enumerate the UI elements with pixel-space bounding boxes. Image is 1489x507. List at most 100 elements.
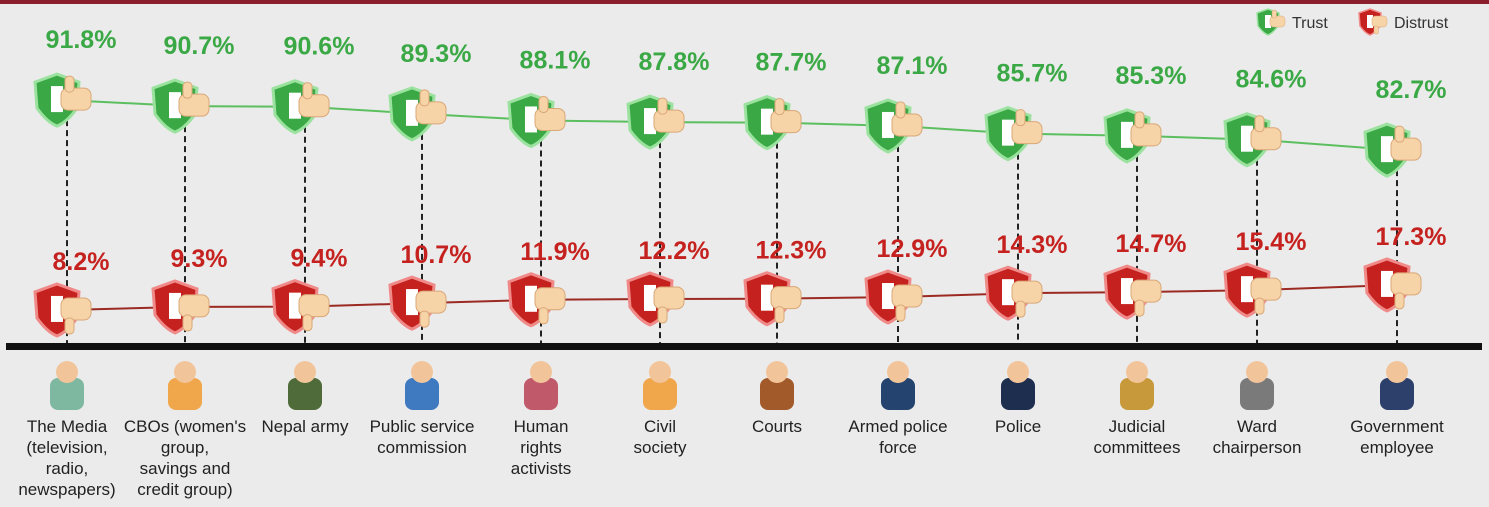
thumb [774, 306, 785, 324]
thumb [1254, 115, 1265, 133]
thumb [1394, 292, 1405, 310]
hand [298, 294, 330, 318]
value-label: 14.7% [1116, 230, 1187, 258]
category-icon-head [1007, 361, 1029, 383]
trust-marker [864, 98, 923, 154]
trust-marker [1103, 108, 1162, 164]
category-icon [288, 378, 322, 410]
thumb [1134, 111, 1145, 129]
value-label: 87.1% [877, 52, 948, 80]
trust-marker [743, 95, 802, 151]
category-icon-head [1386, 361, 1408, 383]
category-icon [643, 378, 677, 410]
shield-stripe [169, 292, 181, 319]
value-label: 87.8% [639, 48, 710, 76]
category-icon-head [294, 361, 316, 383]
value-label: 87.7% [756, 49, 827, 77]
category-icon-head [766, 361, 788, 383]
thumb [657, 97, 668, 115]
distrust-marker [626, 271, 685, 327]
hand [415, 101, 447, 125]
thumb [419, 310, 430, 328]
value-label: 8.2% [53, 248, 110, 276]
distrust-marker [151, 279, 210, 335]
thumb [1134, 299, 1145, 317]
category-icon-head [1126, 361, 1148, 383]
hand [60, 87, 92, 111]
category-icon [1240, 378, 1274, 410]
trust-marker [151, 78, 210, 134]
baseline [6, 343, 1482, 350]
shield-stripe [1121, 121, 1133, 148]
category-icon-head [649, 361, 671, 383]
category-icon-head [174, 361, 196, 383]
shield-stripe [51, 295, 63, 322]
category-icon-head [1246, 361, 1268, 383]
distrust-marker [743, 271, 802, 327]
shield-stripe [51, 86, 63, 113]
thumb [64, 317, 75, 335]
trust-marker [271, 79, 330, 135]
shield-stripe [882, 111, 894, 138]
category-icon [50, 378, 84, 410]
category-icon [1380, 378, 1414, 410]
shield-stripe [644, 284, 656, 311]
shield-stripe [289, 92, 301, 119]
thumb [895, 304, 906, 322]
hand [1250, 127, 1282, 151]
hand [534, 107, 566, 131]
shield-stripe [169, 92, 181, 119]
hand [298, 94, 330, 118]
value-label: 9.4% [291, 245, 348, 273]
legend-label: Trust [1292, 15, 1328, 32]
value-label: 15.4% [1236, 228, 1307, 256]
shield-stripe [1002, 119, 1014, 146]
hand [1250, 277, 1282, 301]
hand [770, 110, 802, 134]
thumb [64, 75, 75, 93]
thumb [182, 314, 193, 332]
hand [1130, 123, 1162, 147]
hand [1130, 279, 1162, 303]
legend-label: Distrust [1394, 15, 1449, 32]
trust-marker [626, 94, 685, 150]
shield-stripe [644, 108, 656, 135]
shield-stripe [882, 283, 894, 310]
value-label: 85.3% [1116, 62, 1187, 90]
shield-stripe [761, 284, 773, 311]
shield-stripe [1241, 125, 1253, 152]
shield-stripe [525, 285, 537, 312]
category-icon [1120, 378, 1154, 410]
series-line [66, 99, 1398, 152]
distrust-marker [864, 269, 923, 325]
thumb [302, 314, 313, 332]
hand [891, 113, 923, 137]
thumb [895, 101, 906, 119]
hand [60, 297, 92, 321]
distrust-marker [1223, 262, 1282, 318]
value-label: 17.3% [1376, 223, 1447, 251]
hand [534, 287, 566, 311]
hand [415, 290, 447, 314]
distrust-marker [388, 275, 447, 331]
thumb [1015, 109, 1026, 127]
trust-marker [984, 106, 1043, 162]
hand [653, 109, 685, 133]
category-icon [524, 378, 558, 410]
thumb [1015, 300, 1026, 318]
value-label: 9.3% [171, 245, 228, 273]
hand [1390, 137, 1422, 161]
shield-stripe [1002, 279, 1014, 306]
category-icon [881, 378, 915, 410]
value-label: 89.3% [401, 40, 472, 68]
thumb [538, 307, 549, 325]
value-label: 90.7% [164, 32, 235, 60]
shield-stripe [406, 289, 418, 316]
shield-stripe [1381, 136, 1393, 163]
hand [1371, 15, 1388, 28]
shield-stripe [289, 292, 301, 319]
category-label: CBOs (women's group, savings and credit … [123, 417, 247, 499]
thumb [1373, 25, 1379, 35]
